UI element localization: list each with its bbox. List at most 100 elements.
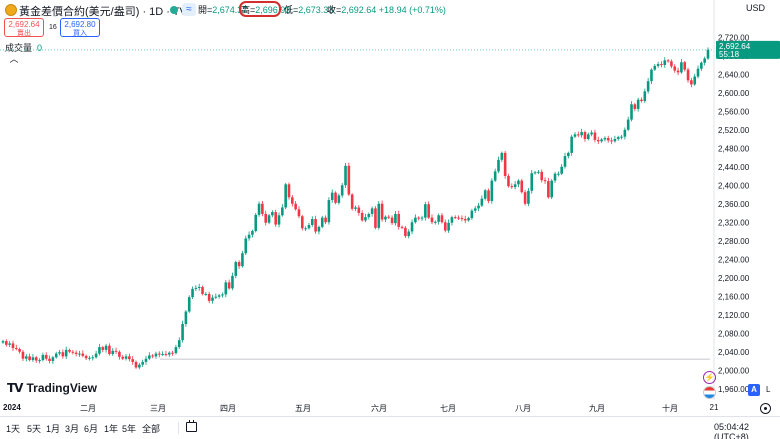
candle-body [237,262,241,267]
sell-button[interactable]: 2,692.64 賣出 [4,18,44,37]
log-scale-button[interactable]: L [766,385,771,394]
candle-body [287,184,291,198]
candle-body [44,354,48,359]
candle-body [477,205,480,209]
candle-body [251,231,254,235]
ohlc-close: 收=2,692.64 +18.94 (+0.71%) [327,5,446,15]
candle-body [8,343,11,345]
candle-body [217,295,221,297]
candle-body [410,222,414,232]
candle-body [640,99,643,102]
candle-body [457,217,460,219]
candle-body [540,171,544,181]
wave-icon[interactable]: ≈ [182,3,196,16]
candle-body [94,353,98,358]
candle-body [570,136,573,153]
last-price-label: 2,692.64 [719,42,751,51]
price-tick-label: 2,160.00 [718,292,750,301]
candle-body [354,207,357,209]
calendar-icon[interactable] [186,420,197,432]
candle-body [131,359,134,362]
candle-body [414,217,417,223]
candle-body [367,213,371,218]
ohlc-open: 開=2,674.37 [198,5,248,15]
candle-body [24,356,28,359]
lightning-icon[interactable]: ⚡ [703,371,716,384]
price-tick-label: 2,520.00 [718,126,750,135]
candle-body [593,132,597,140]
candle-body [653,65,657,70]
gear-icon[interactable] [760,403,771,414]
candle-body [520,180,524,193]
candle-body [523,192,527,204]
range-button[interactable]: 6月 [84,424,99,434]
price-tick-label: 2,480.00 [718,144,750,153]
us-flag-icon[interactable] [703,386,716,399]
candle-body [54,353,58,358]
candle-body [703,58,706,63]
candle-body [567,152,570,157]
range-button[interactable]: 1年 [104,424,119,434]
candle-body [98,347,101,354]
candle-body [483,190,487,199]
candle-body [490,180,494,201]
candle-body [453,217,457,219]
candle-body [1,341,5,343]
candle-body [643,91,647,102]
time-tick-label: 八月 [515,404,531,413]
spread-value: 16 [49,24,57,31]
candle-body [606,138,610,141]
range-button[interactable]: 3月 [65,424,80,434]
ohlc-low: 低=2,673.33 [284,5,334,15]
candle-body [470,210,474,219]
collapse-chevron-icon[interactable]: ︿ [9,54,19,64]
clock[interactable]: 05:04:42 (UTC+8) [714,422,750,439]
range-button[interactable]: 1天 [6,424,21,434]
candle-body [224,282,228,295]
candle-body [550,180,554,198]
range-button[interactable]: 全部 [142,424,161,434]
countdown-label: 55:18 [719,50,740,59]
currency-label[interactable]: USD [746,3,766,13]
symbol-title[interactable]: 黃金差價合約(美元/盎司) · 1D · TVC [19,6,195,18]
price-tick-label: 1,960.00 [718,385,750,394]
candle-body [427,204,430,218]
candle-body [227,282,231,289]
candle-body [214,296,218,298]
candle-body [121,356,125,359]
candle-body [15,348,18,350]
volume-legend[interactable]: 成交量 0 [5,43,43,53]
candle-body [690,80,693,85]
buy-button[interactable]: 2,692.80 買入 [60,18,100,37]
candle-body [271,212,274,216]
high-value-highlight [239,1,281,17]
candle-body [118,351,121,357]
range-button[interactable]: 1月 [46,424,61,434]
candle-body [563,156,567,167]
time-tick-label: 二月 [80,404,96,413]
tradingview-logo[interactable]: TV TradingView [7,381,97,395]
candle-body [337,195,341,203]
candle-body [184,311,188,324]
candle-body [5,341,8,345]
candle-body [154,353,158,357]
candle-body [317,226,321,232]
candle-body [277,215,281,225]
auto-scale-button[interactable]: A [748,384,760,396]
candle-body [274,212,277,225]
candle-body [31,357,35,361]
time-tick-label: 三月 [150,404,166,413]
candle-body [357,207,361,213]
candlestick-chart[interactable]: 2,720.002,680.002,640.002,600.002,560.00… [0,0,780,400]
candle-body [21,351,25,359]
candle-body [573,134,577,137]
candle-body [656,64,660,66]
candle-body [394,213,397,224]
candle-body [500,152,504,160]
range-toolbar: 1天 5天 1月 3月 6月 1年 5年 全部 05:04:42 (UTC+8) [0,416,780,439]
range-button[interactable]: 5天 [27,424,42,434]
price-tick-label: 2,360.00 [718,200,750,209]
range-button[interactable]: 5年 [122,424,137,434]
candle-body [510,186,514,188]
candle-body [244,238,248,254]
